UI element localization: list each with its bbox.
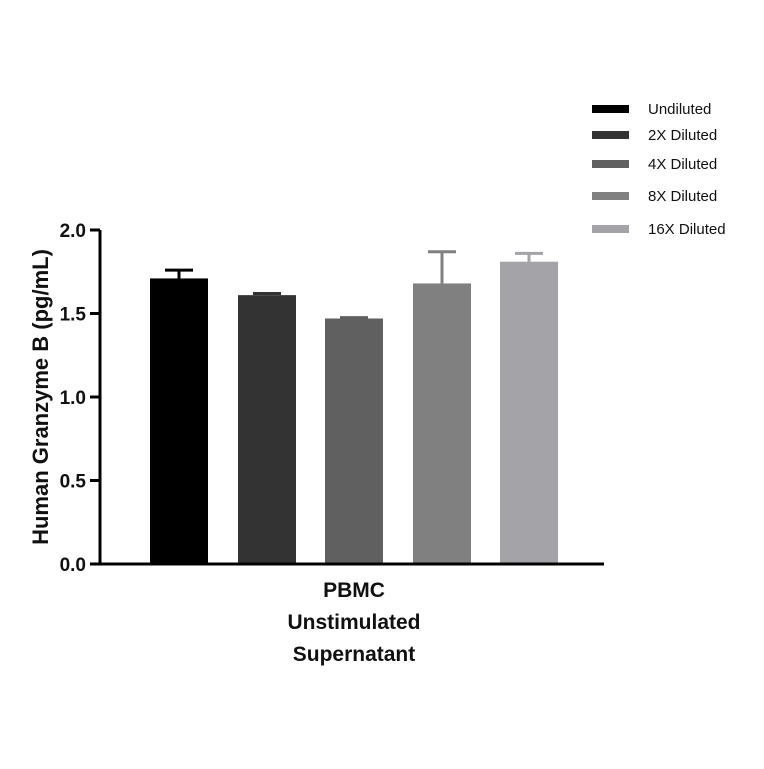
bar-2x-diluted (238, 295, 296, 564)
legend-label: 16X Diluted (648, 221, 726, 238)
bar-undiluted (150, 278, 208, 564)
y-tick-label: 1.5 (60, 305, 87, 326)
y-axis-title: Human Granzyme B (pg/mL) (28, 249, 53, 545)
legend-swatch (592, 225, 629, 233)
y-axis-ticks: 0.0 0.5 1.0 1.5 2.0 (60, 221, 100, 576)
legend-label: Undiluted (648, 101, 711, 118)
bar-4x-diluted (325, 318, 383, 564)
legend-label: 4X Diluted (648, 156, 717, 173)
error-bars (165, 250, 543, 320)
legend-swatch (592, 160, 629, 168)
legend-label: 8X Diluted (648, 188, 717, 205)
y-tick-label: 0.5 (60, 472, 87, 493)
bars (150, 261, 558, 564)
y-tick-label: 0.0 (60, 555, 86, 576)
bar-8x-diluted (413, 283, 471, 564)
category-label-line: PBMC (323, 579, 385, 602)
y-tick-label: 2.0 (60, 221, 86, 242)
legend-swatch (592, 192, 629, 200)
category-label-line: Supernatant (293, 643, 416, 666)
legend-swatch (592, 131, 629, 139)
bar-16x-diluted (500, 261, 558, 564)
legend-label: 2X Diluted (648, 127, 717, 144)
y-tick-label: 1.0 (60, 388, 86, 409)
legend-swatch (592, 105, 629, 113)
category-label-line: Unstimulated (287, 611, 420, 634)
category-labels: PBMC Unstimulated Supernatant (287, 579, 420, 666)
legend: Undiluted 2X Diluted 4X Diluted 8X Diluted 1… (592, 101, 726, 238)
